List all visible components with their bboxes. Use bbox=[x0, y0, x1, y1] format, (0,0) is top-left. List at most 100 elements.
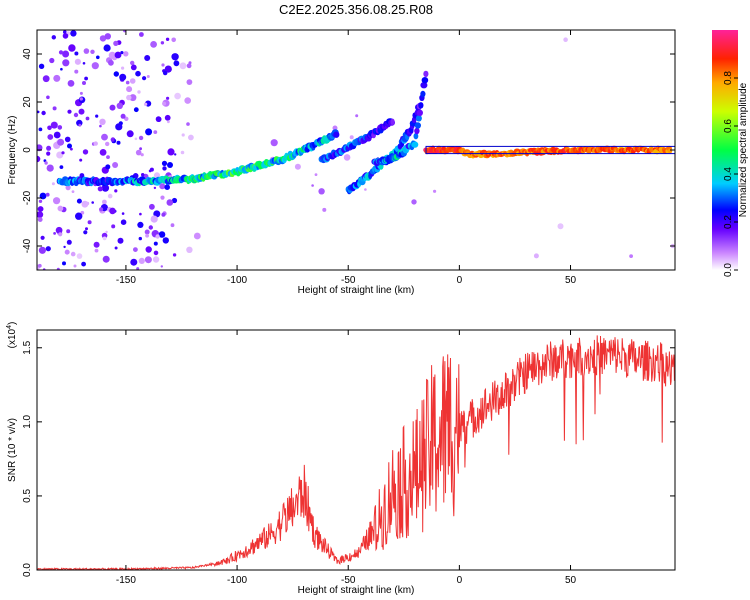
noise-speck bbox=[108, 51, 116, 59]
noise-speck bbox=[126, 130, 134, 138]
noise-speck bbox=[162, 101, 167, 106]
noise-speck bbox=[70, 251, 76, 257]
noise-speck bbox=[130, 64, 137, 71]
noise-speck bbox=[134, 137, 138, 141]
noise-speck bbox=[160, 265, 163, 268]
noise-speck bbox=[155, 234, 160, 239]
noise-speck bbox=[74, 51, 79, 56]
noise-speck bbox=[133, 247, 138, 253]
noise-speck bbox=[148, 169, 152, 173]
noise-speck bbox=[76, 253, 83, 259]
noise-speck bbox=[38, 246, 47, 254]
noise-speck bbox=[153, 250, 159, 256]
ridge-point bbox=[420, 82, 428, 89]
noise-speck bbox=[91, 201, 94, 204]
noise-speck bbox=[61, 151, 65, 155]
spectrogram-ridge bbox=[56, 129, 340, 187]
noise-speck bbox=[99, 207, 104, 212]
noise-speck bbox=[314, 173, 318, 177]
colorbar-tick-label: 0.4 bbox=[723, 167, 734, 181]
noise-speck bbox=[165, 37, 170, 41]
noise-speck bbox=[161, 212, 166, 217]
noise-speck bbox=[83, 230, 88, 235]
noise-speck bbox=[120, 113, 126, 119]
noise-speck bbox=[150, 215, 158, 223]
noise-speck bbox=[67, 143, 72, 149]
noise-speck bbox=[101, 184, 110, 192]
noise-speck bbox=[90, 49, 95, 54]
noise-speck bbox=[112, 162, 119, 168]
noise-speck bbox=[121, 212, 125, 215]
noise-speck bbox=[82, 62, 86, 65]
colorbar-gradient bbox=[712, 30, 738, 270]
ridge-point bbox=[423, 70, 429, 78]
spectrogram-ytick-label: -20 bbox=[22, 190, 33, 205]
noise-speck bbox=[66, 239, 72, 245]
noise-speck bbox=[52, 106, 57, 111]
noise-speck bbox=[85, 227, 88, 231]
spectrogram-ytick-label: 0 bbox=[22, 147, 33, 153]
noise-speck bbox=[137, 221, 144, 228]
snr-xtick-label: -100 bbox=[227, 575, 247, 586]
noise-speck bbox=[123, 30, 127, 33]
noise-speck bbox=[93, 141, 98, 146]
noise-speck bbox=[138, 257, 145, 264]
noise-speck bbox=[136, 267, 140, 270]
noise-speck bbox=[186, 63, 192, 69]
noise-speck bbox=[73, 112, 79, 118]
noise-speck bbox=[174, 153, 177, 156]
noise-speck bbox=[145, 128, 153, 136]
noise-speck bbox=[117, 237, 124, 244]
noise-speck bbox=[139, 32, 144, 37]
noise-speck bbox=[126, 86, 133, 93]
noise-speck bbox=[143, 102, 148, 107]
noise-speck bbox=[102, 199, 107, 205]
noise-speck bbox=[125, 80, 130, 85]
noise-speck bbox=[37, 217, 43, 223]
noise-speck bbox=[164, 184, 170, 190]
noise-speck bbox=[124, 116, 129, 122]
noise-speck bbox=[66, 229, 71, 234]
spectrogram-panel: -150 -100 -50 0 50 -40 -20 0 20 40 Height of str… bbox=[7, 29, 676, 296]
noise-speck bbox=[97, 186, 103, 192]
noise-speck bbox=[364, 188, 367, 191]
noise-speck bbox=[133, 107, 139, 113]
noise-speck bbox=[114, 189, 118, 193]
noise-speck bbox=[161, 160, 168, 166]
noise-speck bbox=[167, 148, 175, 156]
noise-speck bbox=[37, 263, 42, 268]
noise-speck bbox=[78, 108, 85, 115]
noise-speck bbox=[99, 118, 106, 126]
ridge-point bbox=[418, 102, 424, 109]
snr-panel: -150 -100 -50 0 50 0.0 0.5 1.0 1.5 Height of st… bbox=[6, 322, 676, 596]
noise-speck bbox=[318, 188, 325, 195]
noise-speck bbox=[60, 67, 63, 71]
colorbar-tick-label: 0.6 bbox=[723, 119, 734, 133]
ridge-point bbox=[413, 132, 419, 140]
noise-speck bbox=[62, 33, 69, 39]
noise-speck bbox=[64, 136, 71, 143]
noise-speck bbox=[193, 232, 201, 240]
noise-speck bbox=[37, 155, 41, 163]
snr-multiplier-exp: 4 bbox=[6, 325, 13, 329]
noise-speck bbox=[93, 241, 100, 248]
noise-speck bbox=[49, 57, 55, 64]
noise-speck bbox=[62, 50, 70, 58]
noise-speck bbox=[120, 51, 124, 55]
noise-speck bbox=[172, 253, 177, 257]
noise-speck bbox=[106, 155, 110, 160]
spectrogram-ridge bbox=[423, 145, 673, 159]
noise-speck bbox=[171, 53, 179, 61]
noise-speck bbox=[181, 133, 185, 137]
noise-speck bbox=[138, 135, 144, 141]
noise-speck bbox=[46, 164, 54, 172]
noise-speck bbox=[101, 232, 108, 239]
noise-speck bbox=[184, 97, 191, 104]
noise-speck bbox=[111, 224, 116, 229]
colorbar-label: Normalized spectral amplitude bbox=[738, 82, 749, 217]
noise-speck bbox=[141, 173, 145, 177]
noise-speck bbox=[53, 131, 61, 139]
ridge-point bbox=[416, 109, 423, 117]
spectrogram-xlabel: Height of straight line (km) bbox=[298, 285, 415, 296]
